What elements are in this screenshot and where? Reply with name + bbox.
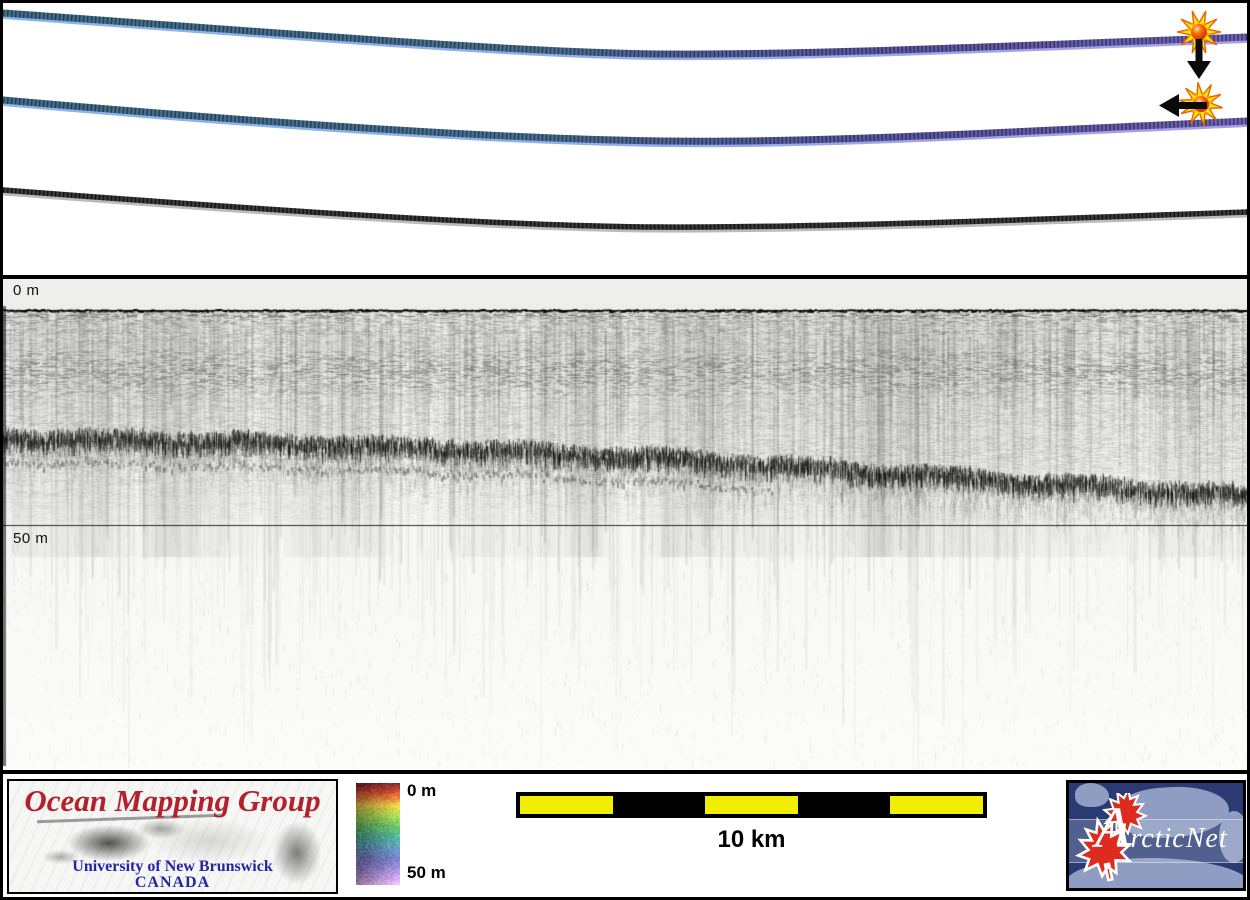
- omg-country: CANADA: [134, 874, 211, 891]
- footer: Ocean Mapping Group University of New Br…: [3, 774, 1247, 897]
- ocean-mapping-group-logo: Ocean Mapping Group University of New Br…: [7, 779, 338, 894]
- colorbar-top-label: 0 m: [407, 781, 437, 800]
- burst-marker-left: [1159, 82, 1223, 126]
- echogram-canvas: [3, 279, 1247, 770]
- track-lines-panel: [2, 3, 1248, 275]
- track-lines-svg: [2, 9, 1248, 233]
- scalebar-segment: [612, 796, 706, 814]
- arcticnet-rest: rcticNet: [1130, 823, 1228, 854]
- depth-label-0m: 0 m: [13, 282, 40, 299]
- track-line-1: [2, 9, 1248, 61]
- left-arrow-icon: [1159, 94, 1207, 117]
- down-arrow-icon: [1187, 39, 1211, 79]
- track-line-2: [2, 96, 1248, 148]
- omg-subtitle: University of New Brunswick: [72, 858, 273, 875]
- arcticnet-initial: A: [1095, 795, 1131, 860]
- depth-label-50m: 50 m: [13, 530, 49, 547]
- track-line-3: [2, 187, 1248, 233]
- depth-colorbar: [356, 783, 400, 885]
- echogram-panel: 0 m 50 m: [3, 279, 1247, 770]
- burst-marker-down: [1176, 10, 1222, 79]
- colorbar-bottom-label: 50 m: [407, 863, 446, 882]
- map-landmass: [1075, 783, 1109, 807]
- scalebar-segment: [520, 796, 613, 814]
- distance-scalebar: [516, 792, 987, 818]
- scalebar-label: 10 km: [717, 826, 786, 853]
- scalebar-segment: [705, 796, 798, 814]
- omg-title: Ocean Mapping Group: [24, 783, 321, 818]
- maple-leaf-icon: [1074, 793, 1149, 882]
- scalebar-segment: [797, 796, 891, 814]
- scalebar-segment: [890, 796, 983, 814]
